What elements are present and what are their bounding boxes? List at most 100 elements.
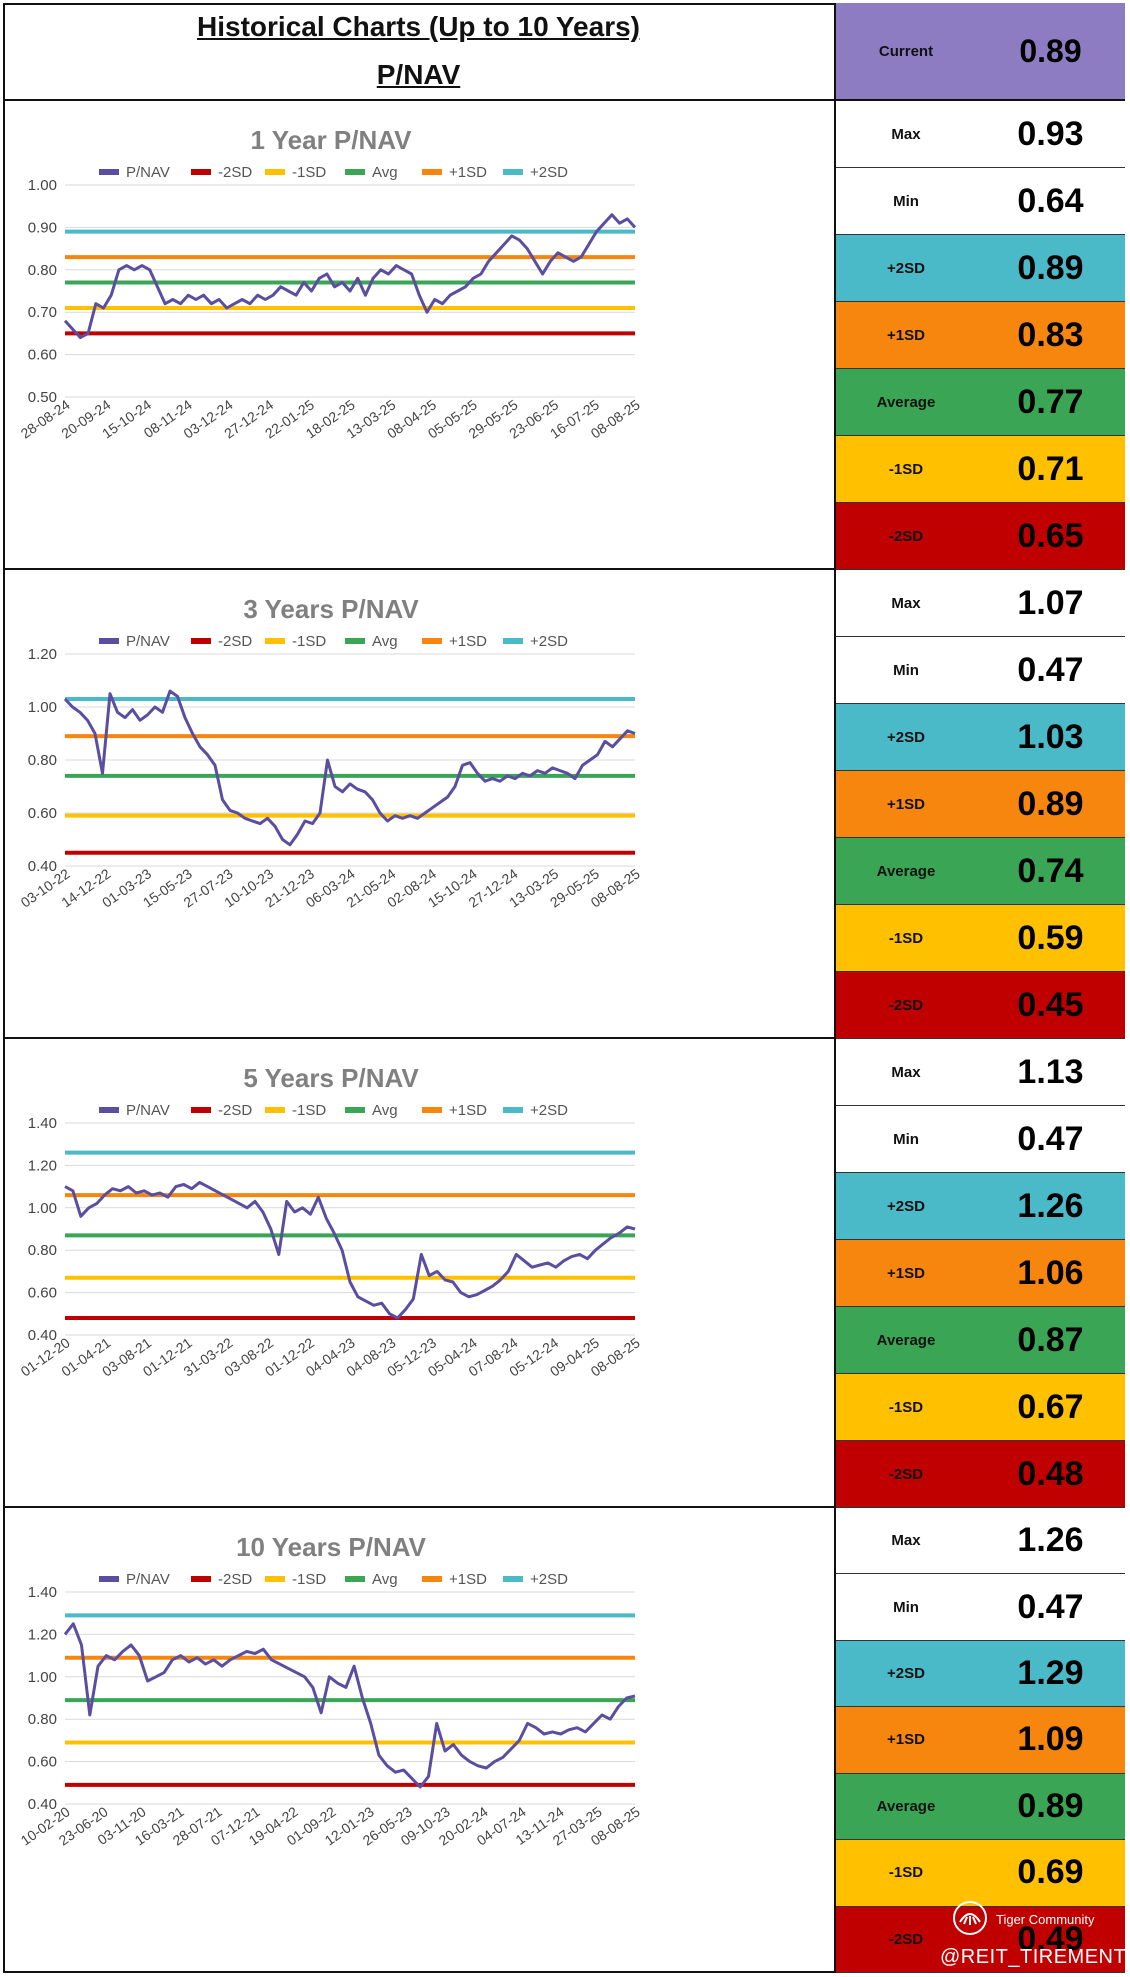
stat-value-avg: 0.89 [1017, 1786, 1084, 1825]
stat-label-m2sd: -2SD [888, 996, 924, 1014]
pnav-series-line [63, 689, 636, 847]
y-tick-label: 0.80 [28, 752, 57, 769]
legend-label-p1sd: +1SD [449, 633, 487, 650]
y-tick-label: 1.00 [28, 177, 57, 194]
legend-label-pnav: P/NAV [126, 1102, 170, 1119]
stat-cell-avg: Average 0.74 [836, 838, 1125, 905]
stat-value-p1sd: 1.09 [1017, 1720, 1084, 1759]
stat-cell-p2sd: +2SD 1.26 [836, 1173, 1125, 1240]
y-tick-label: 0.70 [28, 304, 57, 321]
stat-value-max: 1.07 [1017, 583, 1084, 622]
legend-swatch-p2sd [503, 638, 523, 644]
legend-swatch-m2sd [191, 638, 211, 644]
stat-value-p2sd: 1.26 [1017, 1186, 1084, 1225]
y-tick-label: 0.40 [28, 1796, 57, 1813]
page-header: Historical Charts (Up to 10 Years) P/NAV [3, 3, 836, 101]
pnav-series-line [63, 213, 637, 340]
legend-label-m1sd: -1SD [292, 1102, 326, 1119]
stat-label-m1sd: -1SD [888, 1398, 924, 1416]
legend-label-p2sd: +2SD [530, 1102, 568, 1119]
stat-cell-p2sd: +2SD 1.03 [836, 704, 1125, 771]
stat-cell-min: Min 0.47 [836, 637, 1125, 704]
stat-label-m2sd: -2SD [888, 1930, 924, 1948]
y-tick-label: 1.00 [28, 1200, 57, 1217]
stat-label-p1sd: +1SD [887, 326, 925, 344]
stat-cell-max: Max 1.26 [836, 1508, 1125, 1575]
stat-value-p1sd: 1.06 [1017, 1253, 1084, 1292]
legend-swatch-avg [345, 638, 365, 644]
legend-swatch-m1sd [265, 638, 285, 644]
legend-label-p2sd: +2SD [530, 164, 568, 181]
stat-cell-m1sd: -1SD 0.59 [836, 905, 1125, 972]
legend-swatch-p2sd [503, 1107, 523, 1113]
stat-cell-m2sd: -2SD 0.65 [836, 503, 1125, 570]
pnav-series-line [64, 1180, 636, 1320]
chart-1y: 1 Year P/NAV P/NAV -2SD -1SD Avg +1SD +2SD 1.00… [18, 125, 643, 442]
stat-label-max: Max [891, 594, 921, 612]
stat-value-m2sd: 0.45 [1017, 985, 1084, 1024]
legend-swatch-m2sd [191, 1576, 211, 1582]
chart-3y: 3 Years P/NAV P/NAV -2SD -1SD Avg +1SD +2SD 1.2… [18, 594, 643, 911]
stat-cell-p1sd: +1SD 1.09 [836, 1707, 1125, 1774]
stat-label-m2sd: -2SD [888, 527, 924, 545]
chart-title: 3 Years P/NAV [243, 594, 419, 624]
legend-swatch-m1sd [265, 1576, 285, 1582]
stat-cell-max: Max 0.93 [836, 101, 1125, 168]
legend-label-p1sd: +1SD [449, 1571, 487, 1588]
stat-cell-m2sd: -2SD 0.49 [836, 1906, 1125, 1973]
legend-swatch-m2sd [191, 169, 211, 175]
chart-panel-3y: 3 Years P/NAV P/NAV -2SD -1SD Avg +1SD +2SD 1.2… [3, 570, 836, 1039]
stat-label-p1sd: +1SD [887, 1731, 925, 1749]
stat-cell-avg: Average 0.89 [836, 1773, 1125, 1841]
legend-swatch-p2sd [503, 1576, 523, 1582]
stat-cell-p2sd: +2SD 0.89 [836, 235, 1125, 302]
legend-label-avg: Avg [372, 164, 398, 181]
stat-cell-max: Max 1.13 [836, 1039, 1125, 1106]
stat-value-p2sd: 1.29 [1017, 1654, 1084, 1693]
stat-value-avg: 0.74 [1017, 851, 1084, 890]
legend-label-m2sd: -2SD [218, 1571, 252, 1588]
stat-label-m1sd: -1SD [888, 929, 924, 947]
y-tick-label: 0.60 [28, 1285, 57, 1302]
y-tick-label: 1.20 [28, 1626, 57, 1643]
stat-value-m2sd: 0.65 [1017, 516, 1084, 555]
legend-label-pnav: P/NAV [126, 164, 170, 181]
current-value: 0.89 [1019, 32, 1082, 69]
legend-label-m2sd: -2SD [218, 1102, 252, 1119]
stat-cell-min: Min 0.64 [836, 168, 1125, 235]
stat-label-p1sd: +1SD [887, 1264, 925, 1282]
stat-label-max: Max [891, 1063, 921, 1081]
current-cell: Current 0.89 [836, 3, 1125, 101]
stat-label-m2sd: -2SD [888, 1465, 924, 1483]
stat-value-max: 1.13 [1017, 1052, 1084, 1091]
stat-label-avg: Average [876, 1331, 936, 1349]
watermark-handle: @REIT_TIREMENT [940, 1946, 1127, 1968]
stat-label-p2sd: +2SD [887, 1665, 925, 1683]
stat-value-avg: 0.77 [1017, 382, 1084, 421]
stat-cell-p1sd: +1SD 0.89 [836, 771, 1125, 838]
stat-value-avg: 0.87 [1017, 1320, 1084, 1359]
stat-value-m2sd: 0.49 [1017, 1919, 1084, 1958]
chart-title: 10 Years P/NAV [236, 1532, 426, 1562]
stat-label-max: Max [891, 125, 921, 143]
y-tick-label: 0.80 [28, 1711, 57, 1728]
stat-label-min: Min [893, 1130, 919, 1148]
stat-value-m2sd: 0.48 [1017, 1454, 1084, 1493]
tiger-logo-icon [953, 1901, 987, 1935]
legend-label-p1sd: +1SD [449, 1102, 487, 1119]
legend-swatch-m1sd [265, 169, 285, 175]
stat-label-avg: Average [876, 1797, 936, 1815]
stat-value-p2sd: 0.89 [1017, 248, 1084, 287]
stat-cell-m1sd: -1SD 0.71 [836, 436, 1125, 503]
stat-value-min: 0.47 [1017, 1119, 1084, 1158]
chart-title: 5 Years P/NAV [243, 1063, 419, 1093]
stat-label-p2sd: +2SD [887, 728, 925, 746]
y-tick-label: 1.20 [28, 646, 57, 663]
legend-swatch-pnav [99, 1576, 119, 1582]
stat-value-min: 0.64 [1017, 181, 1084, 220]
y-tick-label: 1.00 [28, 699, 57, 716]
y-tick-label: 0.80 [28, 1242, 57, 1259]
stat-label-p2sd: +2SD [887, 1197, 925, 1215]
stat-label-min: Min [893, 192, 919, 210]
y-tick-label: 1.20 [28, 1157, 57, 1174]
